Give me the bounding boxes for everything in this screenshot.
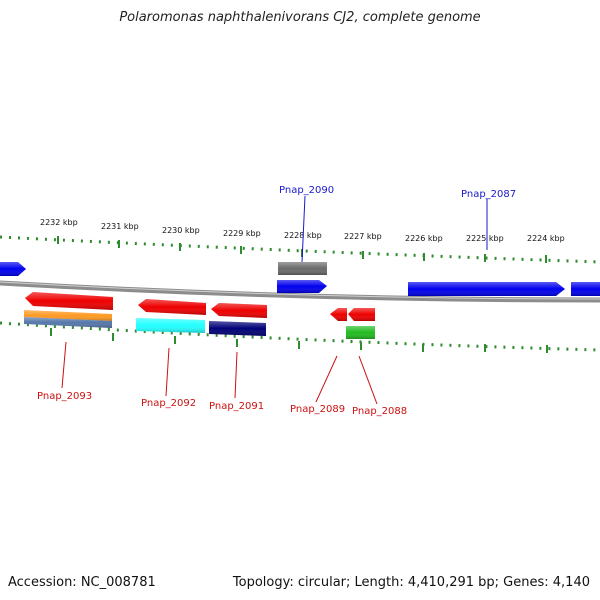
gene-label-pnap-2090[interactable]: Pnap_2090: [279, 185, 334, 196]
tick-label: 2229 kbp: [223, 229, 261, 238]
gene-label-pnap-2089[interactable]: Pnap_2089: [290, 404, 345, 415]
tick-label: 2232 kbp: [40, 218, 78, 227]
gene-label-pnap-2087[interactable]: Pnap_2087: [461, 189, 516, 200]
map-title: Polaromonas naphthalenivorans CJ2, compl…: [119, 10, 481, 25]
tick-label: 2230 kbp: [162, 226, 200, 235]
gene-label-pnap-2091[interactable]: Pnap_2091: [209, 401, 264, 412]
tick-label: 2225 kbp: [466, 234, 504, 243]
gene-arrow-right-edge[interactable]: [571, 282, 600, 296]
tick-label: 2227 kbp: [344, 232, 382, 241]
gene-bar-pnap-2088-green[interactable]: [346, 326, 375, 339]
gene-arrow-left-edge[interactable]: [0, 262, 26, 276]
gene-bar-pnap-2091-navy[interactable]: [209, 321, 266, 336]
gene-label-pnap-2092[interactable]: Pnap_2092: [141, 398, 196, 409]
upper-leader-lines: [301, 195, 488, 263]
tick-label: 2231 kbp: [101, 222, 139, 231]
lower-major-ticks: [50, 328, 548, 353]
lower-leader-lines: [61, 341, 378, 405]
gene-bar-pnap-2092-cyan[interactable]: [136, 318, 205, 333]
gene-arrow-pnap-2090-grey[interactable]: [278, 262, 327, 275]
gene-arrow-pnap-2088[interactable]: [348, 308, 375, 321]
tick-label: 2226 kbp: [405, 234, 443, 243]
upper-scale-dots: [0, 235, 600, 264]
genome-summary-text: Topology: circular; Length: 4,410,291 bp…: [232, 575, 590, 590]
gene-label-pnap-2093[interactable]: Pnap_2093: [37, 391, 92, 402]
tick-label: 2224 kbp: [527, 234, 565, 243]
gene-bar-pnap-2093-orange[interactable]: [24, 310, 112, 321]
gene-label-pnap-2088[interactable]: Pnap_2088: [352, 406, 407, 417]
gene-bar-pnap-2093-steel[interactable]: [24, 317, 112, 328]
gene-arrow-pnap-2091[interactable]: [211, 303, 267, 318]
gene-arrow-pnap-2090[interactable]: [277, 280, 327, 293]
genome-backbone: [0, 280, 600, 303]
gene-arrow-pnap-2092[interactable]: [138, 299, 206, 315]
accession-text: Accession: NC_008781: [8, 575, 156, 590]
gene-arrow-pnap-2089[interactable]: [330, 308, 347, 321]
gene-arrow-pnap-2093[interactable]: [25, 292, 113, 310]
gene-arrow-pnap-2087[interactable]: [408, 282, 565, 296]
